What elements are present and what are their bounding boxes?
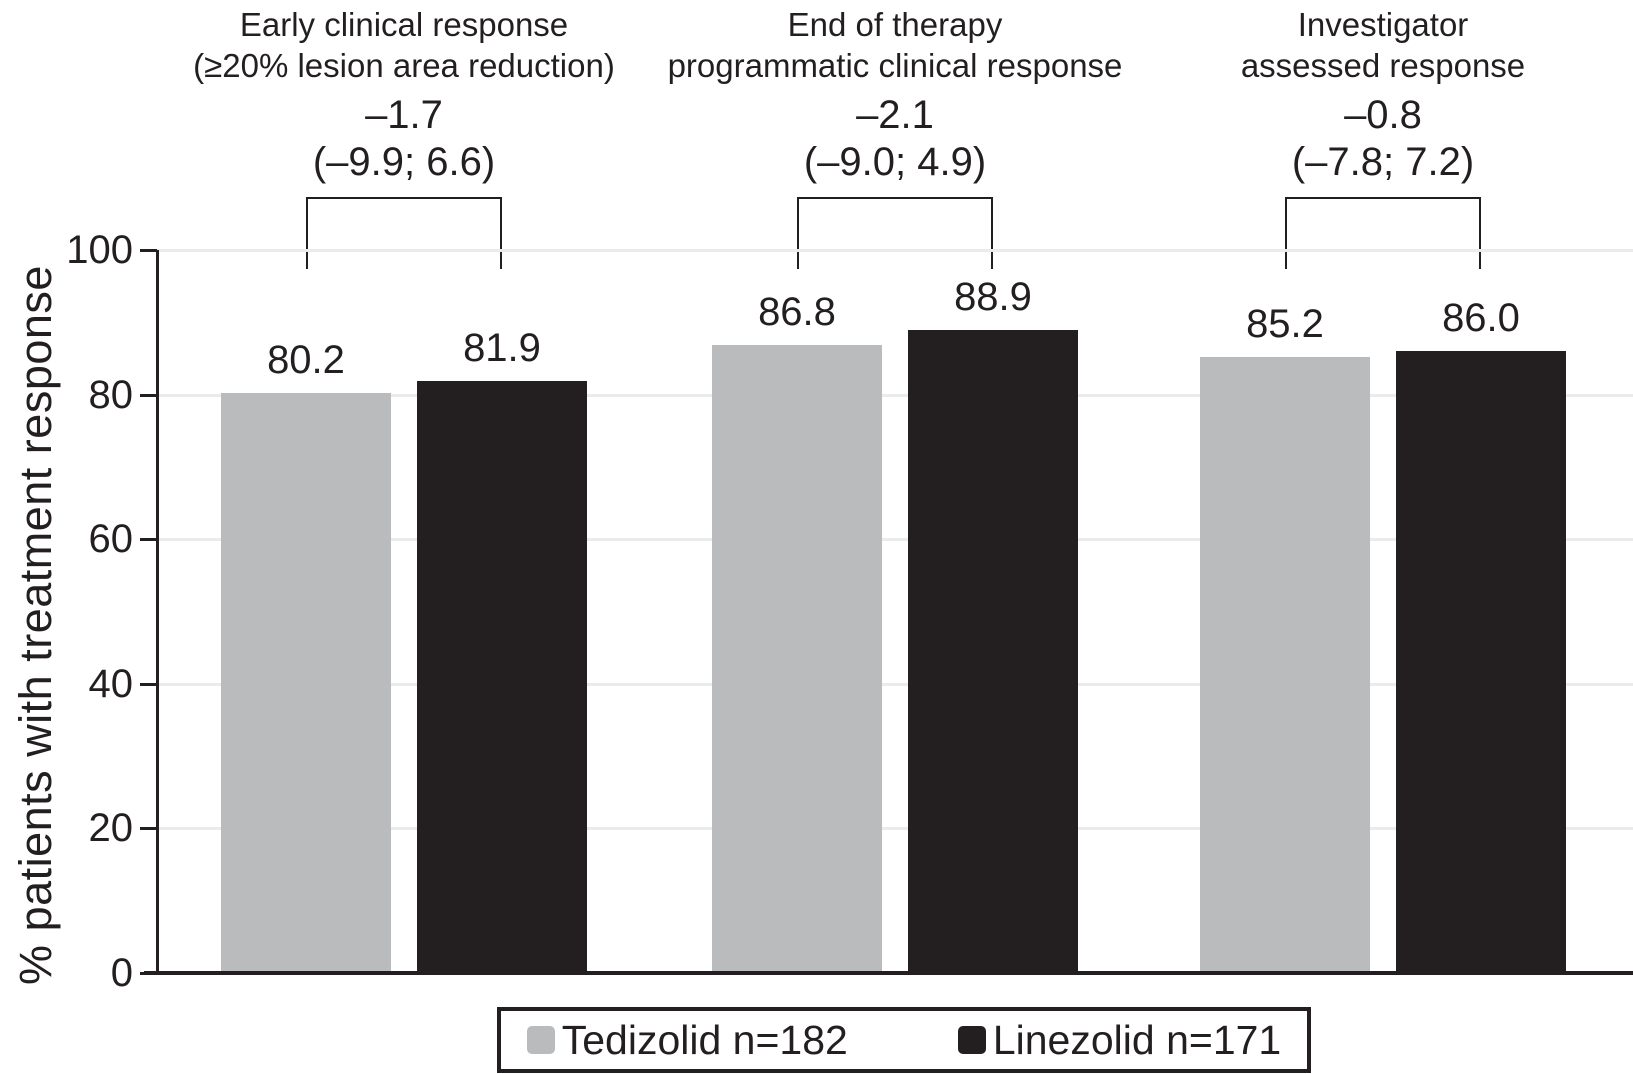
- comparison-bracket-1: [306, 197, 502, 269]
- y-tick-label-40: 40: [88, 662, 134, 706]
- bar-tedizolid-group3: [1200, 357, 1370, 973]
- gridline-40: [157, 683, 1633, 686]
- bar-tedizolid-group1: [221, 393, 391, 973]
- legend-item-tedizolid: Tedizolid n=182: [526, 1016, 848, 1064]
- difference-annotation-3: –0.8 (–7.8; 7.2): [1291, 93, 1475, 184]
- y-tick-100: [140, 249, 157, 252]
- bar-value-label: 85.2: [1246, 302, 1324, 346]
- bar-value-label: 86.8: [758, 290, 836, 334]
- category-header-3: Investigator assessed response: [1240, 6, 1526, 84]
- comparison-bracket-3: [1285, 197, 1481, 269]
- y-tick-label-0: 0: [110, 951, 133, 995]
- legend-label: Linezolid n=171: [992, 1016, 1282, 1063]
- difference-annotation-1: –1.7 (–9.9; 6.6): [312, 93, 496, 184]
- y-tick-label-20: 20: [88, 806, 134, 850]
- bar-value-label: 88.9: [954, 275, 1032, 319]
- y-tick-label-100: 100: [66, 228, 133, 272]
- gridline-100: [157, 249, 1633, 252]
- category-header-2: End of therapy programmatic clinical resp…: [667, 6, 1123, 84]
- y-tick-40: [140, 683, 157, 686]
- difference-annotation-2: –2.1 (–9.0; 4.9): [803, 93, 987, 184]
- tedizolid-swatch-icon: [526, 1026, 555, 1054]
- legend: Tedizolid n=182 Linezolid n=171: [497, 1007, 1311, 1073]
- y-tick-60: [140, 538, 157, 541]
- bar-linezolid-group2: [908, 330, 1078, 973]
- y-tick-label-80: 80: [88, 373, 134, 417]
- legend-label: Tedizolid n=182: [561, 1016, 848, 1063]
- x-axis-line: [144, 971, 1633, 975]
- y-axis-line: [156, 250, 159, 973]
- bar-linezolid-group3: [1396, 351, 1566, 973]
- y-tick-0: [140, 972, 157, 975]
- bar-value-label: 86.0: [1442, 296, 1520, 340]
- gridline-80: [157, 394, 1633, 397]
- legend-item-linezolid: Linezolid n=171: [957, 1016, 1282, 1064]
- bar-value-label: 81.9: [463, 326, 541, 370]
- linezolid-swatch-icon: [957, 1026, 986, 1054]
- gridline-20: [157, 827, 1633, 830]
- gridline-60: [157, 538, 1633, 541]
- category-header-1: Early clinical response (≥20% lesion area…: [193, 6, 615, 84]
- bar-linezolid-group1: [417, 381, 587, 973]
- bar-value-label: 80.2: [267, 338, 345, 382]
- bar-tedizolid-group2: [712, 345, 882, 973]
- comparison-bracket-2: [797, 197, 993, 269]
- y-tick-80: [140, 394, 157, 397]
- y-tick-label-60: 60: [88, 517, 134, 561]
- y-tick-20: [140, 827, 157, 830]
